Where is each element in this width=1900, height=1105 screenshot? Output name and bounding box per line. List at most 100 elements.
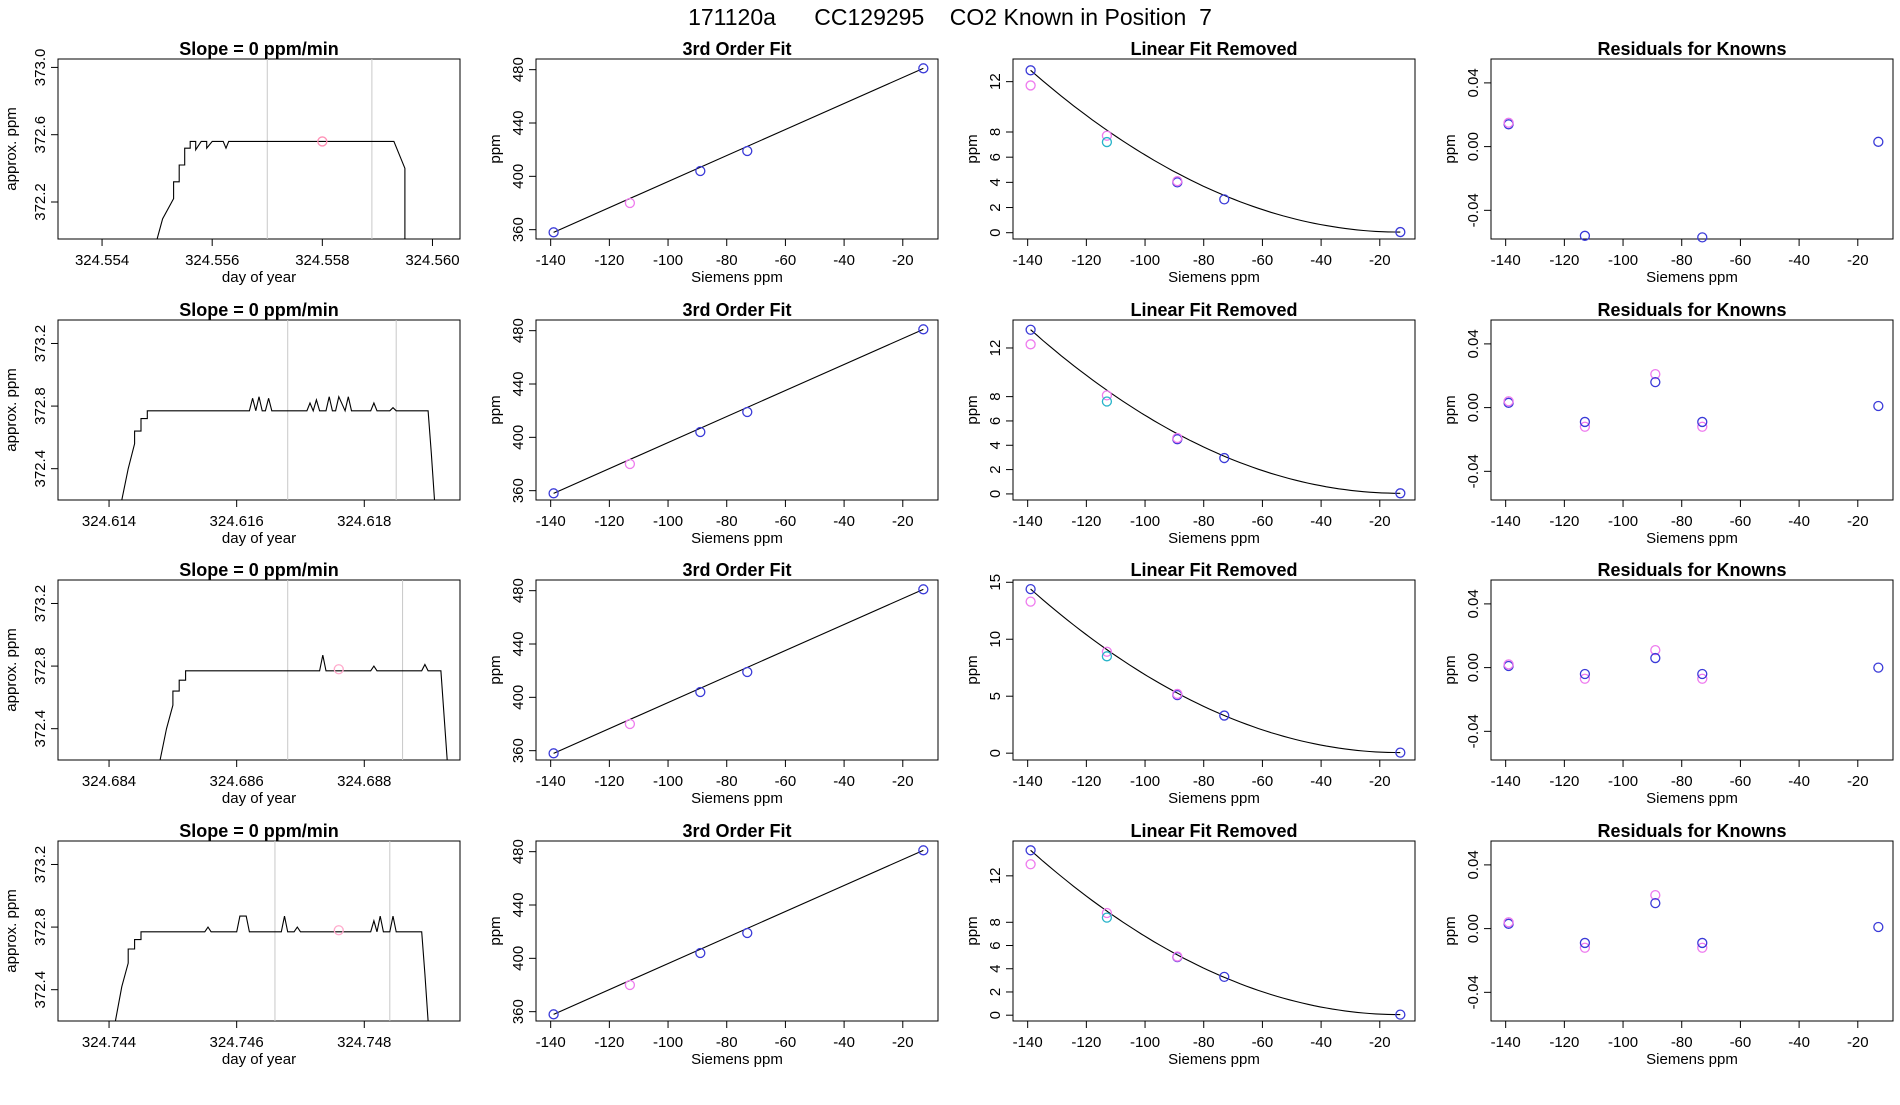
data-point [918,63,929,74]
data-area [553,67,924,233]
panel-title: Residuals for Knowns [1597,39,1786,59]
x-tick-label: 324.618 [337,513,391,530]
y-tick-label: 372.8 [32,387,49,425]
y-tick-label: 360 [510,217,527,242]
series-line [156,140,406,239]
panel-title: Linear Fit Removed [1130,560,1297,580]
panel-title: 3rd Order Fit [682,39,791,59]
panel-2-3: Linear Fit Removed -140 -120 -100 -80 -60 -40 -… [964,300,1416,547]
data-point [1579,673,1591,684]
plot-frame [57,58,461,240]
data-point [918,845,929,856]
y-tick-label: 360 [510,999,527,1024]
y-tick-label: 400 [510,425,527,450]
fit-curve [553,849,924,1015]
data-area [1030,588,1401,754]
x-tick-label: -100 [1608,773,1638,790]
x-tick-label: 324.614 [82,513,136,530]
x-tick-label: -80 [1193,513,1215,530]
plot-frame [535,579,939,761]
x-tick-label: -60 [1252,1034,1274,1051]
y-tick-label: -0.04 [1465,975,1482,1009]
y-axis-label: ppm [964,655,981,684]
data-point [317,136,328,147]
data-point [1172,688,1183,700]
data-point [1503,117,1514,128]
data-point [1579,937,1591,949]
data-point [1219,452,1230,464]
data-area [1030,329,1401,494]
panel-title: Linear Fit Removed [1130,821,1297,841]
data-area [114,841,429,1021]
y-tick-label: 0.04 [1465,68,1482,97]
data-area [553,849,924,1015]
x-tick-label: -80 [1671,252,1693,269]
y-tick-label: 0 [987,229,1004,237]
x-axis-label: Siemens ppm [1646,269,1738,286]
panel-4-3: Linear Fit Removed -140 -120 -100 -80 -60 -40 -… [964,821,1416,1068]
x-tick-label: -40 [1788,1034,1810,1051]
y-axis-label: ppm [1442,395,1459,424]
y-tick-label: 372.4 [32,710,49,748]
x-tick-label: -40 [833,513,855,530]
y-axis-label: approx. ppm [3,107,20,190]
data-point [1650,897,1661,909]
x-axis-label: day of year [222,269,296,286]
y-tick-label: 8 [987,128,1004,136]
data-point [1101,396,1113,407]
x-tick-label: -80 [1193,1034,1215,1051]
panel-2-2: 3rd Order Fit -140 -120 -100 -80 -60 -40 -20 360… [487,300,939,547]
data-point [1101,907,1113,919]
x-axis-label: Siemens ppm [691,1051,783,1068]
x-tick-label: -100 [1130,1034,1160,1051]
panel-title: 3rd Order Fit [682,821,791,841]
data-point [1101,130,1113,141]
y-tick-label: 440 [510,892,527,917]
y-tick-label: 2 [987,988,1004,996]
series-line [121,394,436,500]
x-tick-label: -80 [1193,773,1215,790]
x-tick-label: -20 [892,252,914,269]
data-point [548,748,559,759]
data-point [1579,416,1591,428]
x-tick-label: -100 [1130,513,1160,530]
x-tick-label: -100 [1608,252,1638,269]
data-point [742,666,753,678]
panel-3-2: 3rd Order Fit -140 -120 -100 -80 -60 -40 -20 360… [487,560,939,807]
x-axis-label: Siemens ppm [1646,530,1738,547]
x-tick-label: -140 [1013,252,1043,269]
data-point [1025,845,1036,856]
y-tick-label: 0.04 [1465,329,1482,358]
data-point [333,664,344,675]
y-axis-label: ppm [487,916,504,945]
y-tick-label: 372.4 [32,450,49,488]
data-point [1025,339,1036,350]
y-tick-label: 2 [987,203,1004,211]
data-point [1503,917,1514,928]
y-tick-label: -0.04 [1465,193,1482,227]
panel-4-2: 3rd Order Fit -140 -120 -100 -80 -60 -40 -20 360… [487,821,939,1068]
plot-frame [1012,840,1416,1022]
data-point [1219,194,1230,205]
data-point [548,227,559,238]
panel-title: Residuals for Knowns [1597,300,1786,320]
plot-frame [1490,58,1894,240]
y-tick-label: 0.04 [1465,589,1482,618]
x-tick-label: -120 [1549,773,1579,790]
x-axis-label: Siemens ppm [691,790,783,807]
x-tick-label: -60 [1730,252,1752,269]
y-tick-label: 360 [510,478,527,503]
data-point [624,458,636,470]
panel-title: Residuals for Knowns [1597,560,1786,580]
data-area [156,59,406,239]
data-point [1697,232,1708,243]
data-point [1650,644,1661,656]
x-tick-label: -120 [1071,252,1101,269]
x-axis-label: Siemens ppm [1646,1051,1738,1068]
plot-frame [1012,579,1416,761]
y-tick-label: 480 [510,318,527,343]
data-point [1219,971,1230,983]
x-tick-label: 324.554 [75,252,129,269]
x-tick-label: -140 [536,252,566,269]
x-tick-label: -80 [1193,252,1215,269]
